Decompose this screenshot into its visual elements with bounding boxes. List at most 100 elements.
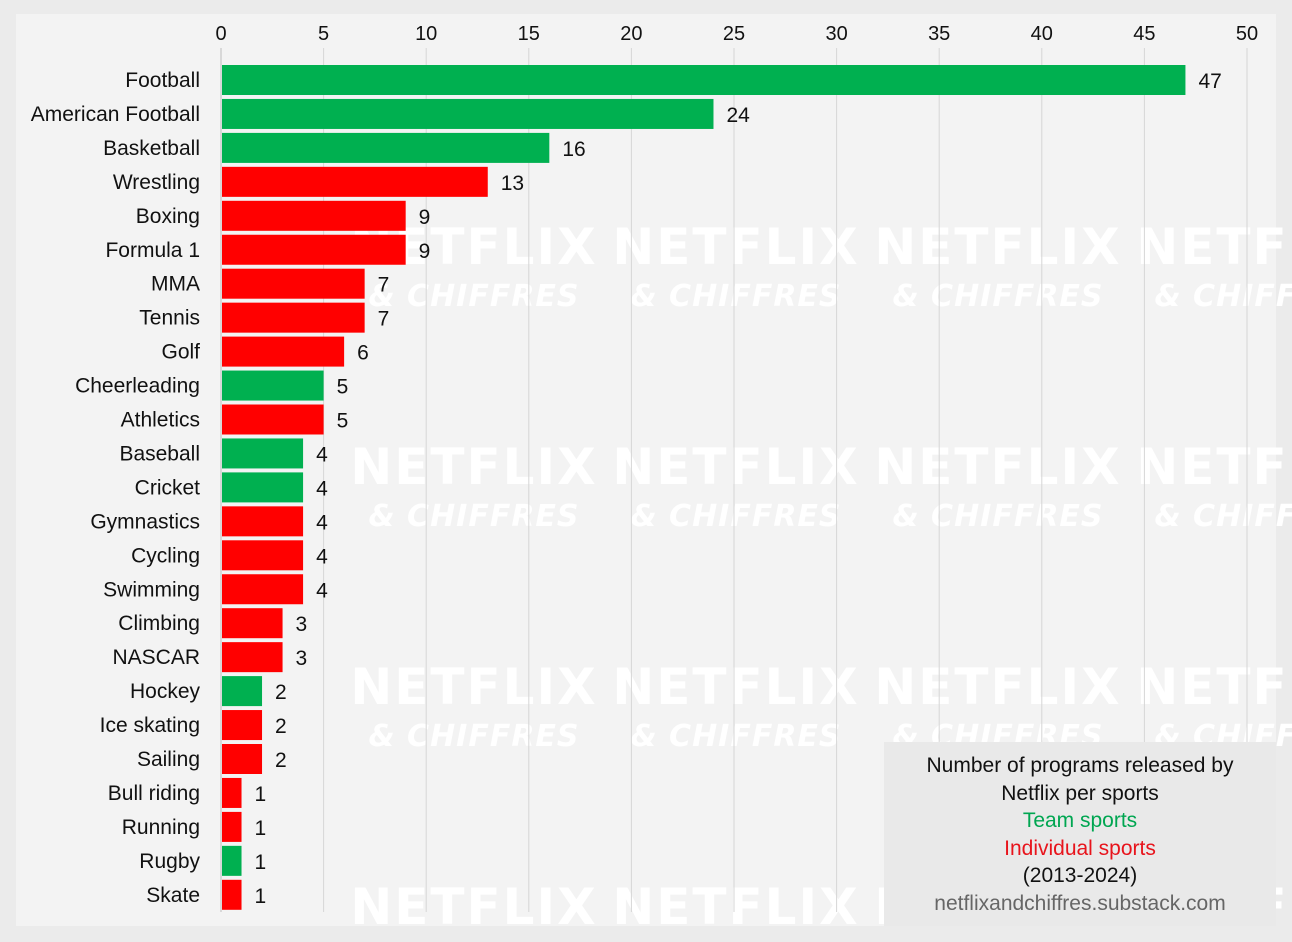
x-axis-ticks: 0 5 10 15 20 25 30 35 40 45 50 (215, 23, 1258, 45)
category-label-bull-riding: Bull riding (108, 782, 200, 805)
bar-boxing (222, 200, 406, 231)
legend-title-line2: Netflix per sports (1001, 781, 1159, 805)
watermark-subtext-1: & CHIFFRES (630, 279, 841, 314)
x-tick-label-35: 35 (928, 23, 950, 45)
bar-tennis (222, 302, 365, 333)
watermark-subtext-13: & CHIFFRES (630, 939, 841, 942)
category-label-gymnastics: Gymnastics (90, 510, 200, 533)
category-label-cheerleading: Cheerleading (75, 375, 200, 398)
category-label-cricket: Cricket (135, 476, 201, 499)
bar-football (222, 65, 1186, 95)
legend-period: (2013-2024) (1022, 864, 1138, 887)
x-tick-label-20: 20 (620, 23, 642, 45)
value-label-swimming: 4 (316, 579, 328, 602)
value-label-climbing: 3 (296, 613, 308, 636)
x-tick-label-25: 25 (723, 23, 745, 45)
category-label-athletics: Athletics (121, 409, 200, 432)
bar-hockey (222, 676, 263, 707)
watermark-text-1: NETFLIX (612, 218, 859, 276)
bar-nascar (222, 642, 283, 673)
watermark-subtext-8: & CHIFFRES (368, 719, 579, 754)
value-label-hockey: 2 (275, 681, 287, 704)
x-tick-label-40: 40 (1031, 23, 1053, 45)
value-label-cricket: 4 (316, 477, 328, 500)
x-tick-label-50: 50 (1236, 23, 1258, 45)
watermark-text-13: NETFLIX (612, 878, 859, 936)
bar-rugby (222, 845, 242, 876)
category-label-baseball: Baseball (119, 442, 200, 465)
watermark-subtext-15: & CHIFFRES (1154, 939, 1292, 942)
category-label-swimming: Swimming (103, 578, 200, 601)
category-label-american-football: American Football (31, 103, 200, 126)
bar-gymnastics (222, 506, 304, 537)
legend: Number of programs released by Netflix p… (884, 742, 1276, 926)
x-tick-label-10: 10 (415, 23, 437, 45)
category-label-skate: Skate (146, 884, 200, 907)
legend-individual-sports: Individual sports (1004, 836, 1156, 860)
bars (222, 65, 1186, 910)
value-label-rugby: 1 (255, 851, 267, 874)
x-tick-label-5: 5 (318, 23, 329, 45)
legend-title-line1: Number of programs released by (926, 754, 1234, 777)
legend-source: netflixandchiffres.substack.com (934, 891, 1226, 915)
watermark-text-8: NETFLIX (350, 658, 597, 716)
category-label-ice-skating: Ice skating (100, 714, 200, 737)
value-label-american-football: 24 (726, 104, 750, 127)
category-labels: Football American Football Basketball Wrest… (31, 69, 201, 907)
bar-formula-1 (222, 234, 406, 265)
bar-sailing (222, 744, 263, 774)
bar-ice-skating (222, 710, 263, 741)
bar-baseball (222, 438, 304, 469)
x-tick-label-30: 30 (825, 23, 847, 45)
watermark-text-3: NETFLIX (1136, 218, 1292, 276)
value-label-cheerleading: 5 (337, 376, 349, 399)
value-label-basketball: 16 (562, 138, 585, 161)
watermark-subtext-5: & CHIFFRES (630, 499, 841, 534)
value-label-athletics: 5 (337, 410, 349, 433)
bar-mma (222, 268, 365, 299)
category-label-football: Football (125, 69, 200, 92)
watermark-text-9: NETFLIX (612, 658, 859, 716)
value-label-running: 1 (255, 817, 267, 840)
watermark-subtext-2: & CHIFFRES (892, 279, 1103, 314)
watermark-subtext-14: & CHIFFRES (892, 939, 1103, 942)
value-label-gymnastics: 4 (316, 511, 328, 534)
category-label-basketball: Basketball (103, 137, 200, 160)
watermark-text-6: NETFLIX (874, 438, 1121, 496)
watermark-subtext-4: & CHIFFRES (368, 499, 579, 534)
bar-athletics (222, 404, 324, 435)
watermark-text-11: NETFLIX (1136, 658, 1292, 716)
watermark-subtext-12: & CHIFFRES (368, 939, 579, 942)
watermark-subtext-6: & CHIFFRES (892, 499, 1103, 534)
category-label-rugby: Rugby (139, 850, 200, 873)
category-label-sailing: Sailing (137, 748, 200, 771)
watermark-text-2: NETFLIX (874, 218, 1121, 276)
category-label-wrestling: Wrestling (113, 171, 200, 194)
category-label-mma: MMA (151, 273, 200, 296)
category-label-hockey: Hockey (130, 680, 201, 703)
value-label-sailing: 2 (275, 749, 287, 772)
bar-cheerleading (222, 370, 324, 401)
watermark-subtext-9: & CHIFFRES (630, 719, 841, 754)
watermark-text-4: NETFLIX (350, 438, 597, 496)
value-label-ice-skating: 2 (275, 715, 287, 738)
category-label-running: Running (122, 816, 200, 839)
category-label-tennis: Tennis (139, 307, 200, 330)
bar-basketball (222, 132, 550, 163)
watermark-text-12: NETFLIX (350, 878, 597, 936)
watermark-text-7: NETFLIX (1136, 438, 1292, 496)
bar-bull-riding (222, 777, 242, 808)
value-label-cycling: 4 (316, 545, 328, 568)
value-label-baseball: 4 (316, 443, 328, 466)
bar-running (222, 811, 242, 842)
value-label-bull-riding: 1 (255, 783, 267, 806)
bar-cricket (222, 472, 304, 503)
value-label-skate: 1 (255, 885, 267, 908)
bar-skate (222, 879, 242, 910)
value-label-mma: 7 (378, 274, 390, 297)
value-label-nascar: 3 (296, 647, 308, 670)
watermark-text-5: NETFLIX (612, 438, 859, 496)
